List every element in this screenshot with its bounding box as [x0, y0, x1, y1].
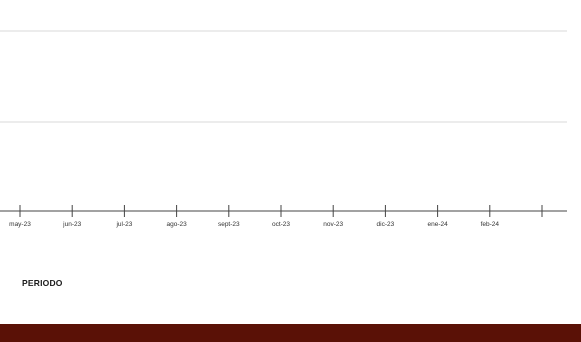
gridlines: [0, 30, 567, 123]
x-axis-ticks: [19, 205, 543, 217]
footer-bar: [0, 324, 581, 342]
x-tick-label-oct-23: oct-23: [272, 221, 290, 228]
x-tick-label-nov-23: nov-23: [323, 221, 343, 228]
x-axis-tick-labels: may-23 jun-23 jul-23 ago-23 sept-23 oct-23 nov…: [9, 221, 499, 228]
x-axis-title: PERIODO: [22, 278, 63, 288]
chart-svg: may-23 jun-23 jul-23 ago-23 sept-23 oct-23 nov…: [0, 30, 567, 228]
chart-area: may-23 jun-23 jul-23 ago-23 sept-23 oct-23 nov…: [0, 30, 567, 228]
x-tick-label-jul-23: jul-23: [115, 221, 132, 228]
x-tick-label-feb-24: feb-24: [481, 221, 500, 228]
x-tick-label-ago-23: ago-23: [166, 221, 187, 228]
x-tick-label-jun-23: jun-23: [62, 221, 81, 228]
x-tick-label-ene-24: ene-24: [427, 221, 448, 228]
x-tick-label-sept-23: sept-23: [218, 221, 240, 228]
x-tick-label-dic-23: dic-23: [377, 221, 395, 228]
x-tick-label-may-23: may-23: [9, 221, 31, 228]
